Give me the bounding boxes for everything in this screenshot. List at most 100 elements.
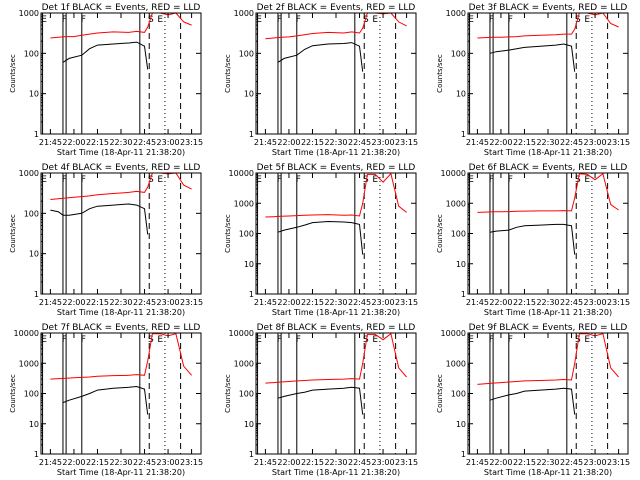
- y-tick-label: 100: [451, 49, 466, 58]
- y-tick-label: 10: [456, 260, 466, 269]
- segment-tag: S: [148, 175, 154, 185]
- y-tick-label: 100: [239, 390, 254, 399]
- x-tick-label: 23:15: [395, 138, 418, 147]
- segment-tag: F: [81, 15, 86, 25]
- x-tick-label: 22:15: [301, 138, 324, 147]
- segment-tag: E: [41, 335, 47, 345]
- segment-tag: E: [372, 175, 378, 185]
- y-axis-label: Counts/sec: [436, 214, 444, 253]
- x-axis-label: Start Time (18-Apr-11 21:38:20): [272, 308, 400, 317]
- plot-frame: [255, 12, 417, 135]
- segment-tag: S: [363, 175, 369, 185]
- x-tick-label: 23:00: [157, 458, 180, 467]
- x-tick-label: 22:15: [301, 458, 324, 467]
- y-axis-label: Counts/sec: [224, 54, 232, 93]
- segment-tag: E: [256, 335, 262, 345]
- segment-tag: F: [489, 175, 494, 185]
- x-tick-label: 22:30: [536, 138, 559, 147]
- plot-frame: [40, 172, 202, 295]
- y-tick-label: 1: [461, 450, 466, 459]
- segment-tag: E: [157, 335, 163, 345]
- x-tick-label: 22:30: [109, 298, 132, 307]
- x-tick-label: 22:00: [277, 298, 300, 307]
- x-tick-label: 22:00: [489, 458, 512, 467]
- lld-series-line: [265, 173, 407, 218]
- segment-tag: E: [468, 335, 474, 345]
- y-tick-label: 1000: [19, 9, 39, 18]
- segment-tag: E: [41, 175, 47, 185]
- lld-series-line: [477, 333, 619, 385]
- lld-series-line: [477, 173, 619, 213]
- y-tick-label: 100: [24, 49, 39, 58]
- plot-frame: [255, 172, 417, 295]
- segment-tag: F: [62, 335, 67, 345]
- segment-tag: F: [508, 335, 513, 345]
- x-tick-label: 23:00: [157, 138, 180, 147]
- segment-tag: E: [584, 15, 590, 25]
- x-axis-label: Start Time (18-Apr-11 21:38:20): [484, 148, 612, 157]
- x-tick-label: 23:00: [584, 298, 607, 307]
- x-tick-label: 22:15: [513, 138, 536, 147]
- events-series-line: [489, 387, 576, 415]
- x-axis-label: Start Time (18-Apr-11 21:38:20): [57, 148, 185, 157]
- y-tick-label: 10: [29, 420, 39, 429]
- x-tick-label: 23:00: [157, 298, 180, 307]
- y-tick-label: 100: [239, 230, 254, 239]
- x-tick-label: 21:45: [39, 138, 62, 147]
- x-tick-label: 23:15: [607, 138, 630, 147]
- x-axis-label: Start Time (18-Apr-11 21:38:20): [272, 148, 400, 157]
- y-axis-label: Counts/sec: [436, 374, 444, 413]
- x-tick-label: 22:45: [348, 298, 371, 307]
- x-tick-label: 23:00: [584, 138, 607, 147]
- segment-tag: F: [489, 15, 494, 25]
- segment-tag: F: [296, 15, 301, 25]
- segment-tag: F: [277, 175, 282, 185]
- x-tick-label: 22:45: [560, 458, 583, 467]
- segment-tag: S: [363, 335, 369, 345]
- x-tick-label: 22:15: [86, 298, 109, 307]
- y-axis-label: Counts/sec: [9, 374, 17, 413]
- events-series-line: [489, 43, 576, 72]
- y-tick-label: 10: [456, 90, 466, 99]
- x-tick-label: 22:00: [277, 138, 300, 147]
- events-series-line: [62, 385, 149, 415]
- y-tick-label: 1000: [234, 359, 254, 368]
- x-tick-label: 21:45: [466, 298, 489, 307]
- y-tick-label: 100: [24, 390, 39, 399]
- lld-series-line: [265, 333, 407, 384]
- x-tick-label: 21:45: [254, 298, 277, 307]
- x-tick-label: 22:00: [277, 458, 300, 467]
- panel-title: Det 1f BLACK = Events, RED = LLD: [42, 3, 201, 13]
- lld-series-line: [50, 13, 192, 39]
- x-tick-label: 22:45: [348, 138, 371, 147]
- x-tick-label: 22:45: [133, 298, 156, 307]
- segment-tag: E: [157, 15, 163, 25]
- x-axis-label: Start Time (18-Apr-11 21:38:20): [57, 308, 185, 317]
- x-tick-label: 22:45: [133, 458, 156, 467]
- x-tick-label: 22:45: [560, 298, 583, 307]
- segment-tag: F: [277, 335, 282, 345]
- segment-tag: F: [508, 175, 513, 185]
- y-tick-label: 1000: [446, 9, 466, 18]
- panel-title: Det 2f BLACK = Events, RED = LLD: [257, 3, 416, 13]
- segment-tag: E: [584, 335, 590, 345]
- panel-title: Det 9f BLACK = Events, RED = LLD: [469, 323, 628, 333]
- y-axis-label: Counts/sec: [9, 54, 17, 93]
- x-tick-label: 23:15: [395, 458, 418, 467]
- y-tick-label: 100: [451, 230, 466, 239]
- segment-tag: F: [62, 15, 67, 25]
- segment-tag: E: [584, 175, 590, 185]
- lld-series-line: [50, 173, 192, 200]
- x-tick-label: 22:15: [301, 298, 324, 307]
- x-tick-label: 22:00: [62, 138, 85, 147]
- segment-tag: F: [508, 15, 513, 25]
- lld-series-line: [265, 13, 407, 40]
- plot-frame: [40, 332, 202, 455]
- x-tick-label: 23:15: [607, 298, 630, 307]
- y-tick-label: 100: [239, 49, 254, 58]
